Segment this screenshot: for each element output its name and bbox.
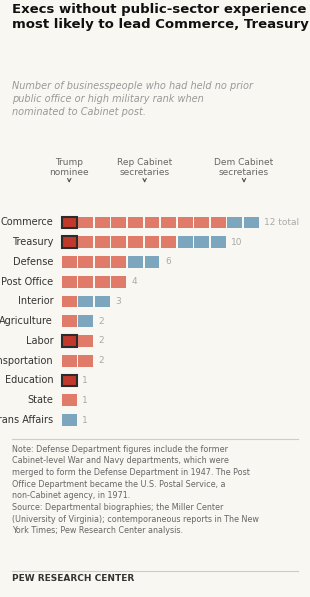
Bar [194, 236, 209, 248]
Text: Treasury: Treasury [12, 237, 53, 247]
Bar [194, 217, 209, 229]
Bar [95, 256, 110, 268]
Bar [112, 217, 126, 229]
Text: Defense: Defense [13, 257, 53, 267]
Bar [78, 236, 93, 248]
Text: 2: 2 [99, 356, 104, 365]
Bar [112, 236, 126, 248]
Bar [78, 315, 93, 327]
Bar [112, 276, 126, 288]
Bar [244, 217, 259, 229]
Bar [78, 276, 93, 288]
Bar [95, 276, 110, 288]
Bar [62, 236, 77, 248]
Text: Commerce: Commerce [0, 217, 53, 227]
Bar [78, 217, 93, 229]
Text: 4: 4 [132, 277, 137, 286]
Text: Note: Defense Department figures include the former
Cabinet-level War and Navy d: Note: Defense Department figures include… [12, 445, 259, 536]
Bar [228, 217, 242, 229]
Bar [128, 256, 143, 268]
Bar [211, 236, 226, 248]
Text: Education: Education [5, 376, 53, 386]
Text: Trump
nominee: Trump nominee [49, 158, 89, 177]
Bar [145, 217, 159, 229]
Bar [62, 296, 77, 307]
Text: 2: 2 [99, 337, 104, 346]
Bar [78, 256, 93, 268]
Bar [161, 217, 176, 229]
Text: Post Office: Post Office [1, 277, 53, 287]
Bar [78, 296, 93, 307]
Bar [62, 315, 77, 327]
Text: Agriculture: Agriculture [0, 316, 53, 326]
Text: Labor: Labor [25, 336, 53, 346]
Bar [78, 335, 93, 347]
Bar [145, 256, 159, 268]
Text: Dem Cabinet
secretaries: Dem Cabinet secretaries [215, 158, 274, 177]
Bar [62, 256, 77, 268]
Bar [62, 276, 77, 288]
Text: State: State [27, 395, 53, 405]
Bar [62, 414, 77, 426]
Bar [112, 256, 126, 268]
Bar [211, 217, 226, 229]
Text: Transportation: Transportation [0, 356, 53, 366]
Text: 12 total: 12 total [264, 218, 299, 227]
Bar [178, 217, 193, 229]
Text: 1: 1 [82, 396, 88, 405]
Text: PEW RESEARCH CENTER: PEW RESEARCH CENTER [12, 574, 135, 583]
Text: 2: 2 [99, 317, 104, 326]
Bar [95, 217, 110, 229]
Text: 1: 1 [82, 376, 88, 385]
Bar [78, 355, 93, 367]
Text: Veterans Affairs: Veterans Affairs [0, 415, 53, 425]
Bar [62, 395, 77, 406]
Text: Interior: Interior [18, 297, 53, 306]
Text: Execs without public-sector experience
most likely to lead Commerce, Treasury: Execs without public-sector experience m… [12, 3, 309, 32]
Bar [128, 217, 143, 229]
Text: Rep Cabinet
secretaries: Rep Cabinet secretaries [117, 158, 172, 177]
Text: 1: 1 [82, 416, 88, 424]
Bar [145, 236, 159, 248]
Bar [62, 374, 77, 386]
Bar [62, 217, 77, 229]
Bar [95, 236, 110, 248]
Bar [128, 236, 143, 248]
Text: Number of businesspeople who had held no prior
public office or high military ra: Number of businesspeople who had held no… [12, 81, 253, 117]
Text: 3: 3 [115, 297, 121, 306]
Text: 6: 6 [165, 257, 171, 266]
Bar [95, 296, 110, 307]
Bar [62, 355, 77, 367]
Bar [161, 236, 176, 248]
Bar [62, 335, 77, 347]
Text: 10: 10 [231, 238, 243, 247]
Bar [178, 236, 193, 248]
